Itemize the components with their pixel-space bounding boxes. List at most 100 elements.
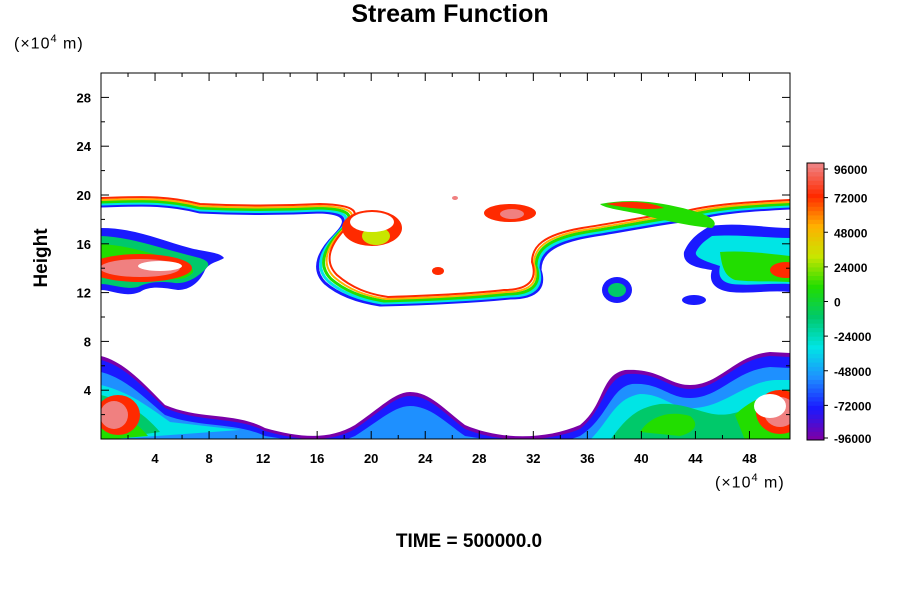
right-top-cluster-red (606, 201, 664, 209)
colorbar-swatch (807, 422, 824, 428)
colorbar-label: 24000 (834, 261, 868, 275)
colorbar-swatch (807, 253, 824, 259)
upper-ribbon-red (101, 196, 790, 299)
colorbar-swatch (807, 336, 824, 341)
colorbar-swatch (807, 279, 824, 285)
colorbar-swatch (807, 301, 824, 307)
y-tick-label: 28 (77, 90, 91, 105)
colorbar-swatch (807, 288, 824, 294)
colorbar-swatch (807, 236, 824, 242)
colorbar-swatch (807, 266, 824, 272)
x-tick-label: 44 (688, 451, 703, 466)
right-top-cluster (600, 201, 715, 228)
upper-ribbon-green (101, 199, 790, 303)
colorbar-swatch (807, 184, 824, 190)
x-axis-unit: (×104 m) (715, 472, 785, 492)
colorbar-swatch (807, 314, 824, 320)
y-axis-unit: (×104 m) (14, 33, 84, 53)
x-tick-label: 4 (151, 451, 159, 466)
x-tick-label: 36 (580, 451, 594, 466)
colorbar-swatch (807, 305, 824, 311)
chart-title: Stream Function (351, 0, 549, 28)
contour-field (101, 196, 790, 439)
x-tick-label: 16 (310, 451, 324, 466)
bottom-left-core-inner (101, 401, 128, 429)
colorbar-swatch (807, 201, 824, 207)
colorbar-swatch (807, 401, 824, 406)
colorbar-swatch (807, 284, 824, 290)
x-axis: 4 8 12 16 20 24 28 32 36 40 44 48 (127, 73, 757, 466)
x-tick-label: 24 (418, 451, 433, 466)
colorbar-swatch (807, 388, 824, 393)
colorbar-swatch (807, 375, 824, 380)
colorbar-swatch (807, 167, 824, 173)
x-tick-label: 32 (526, 451, 540, 466)
colorbar-swatch (807, 340, 824, 346)
upper-ribbon-blue (101, 203, 790, 307)
y-axis: 4 8 12 16 20 24 28 (77, 90, 790, 416)
colorbar-label: -96000 (834, 432, 872, 446)
colorbar-swatch (807, 193, 824, 199)
colorbar-swatch (807, 370, 824, 376)
colorbar-swatch (807, 245, 824, 251)
colorbar-swatch (807, 210, 824, 216)
colorbar-label: -48000 (834, 365, 872, 379)
blob-tiny-26 (452, 196, 458, 200)
y-tick-label: 4 (84, 383, 92, 398)
colorbar-swatch (807, 292, 824, 298)
colorbar-swatch (807, 227, 824, 233)
y-tick-label: 12 (77, 286, 91, 301)
colorbar-swatch (807, 392, 824, 398)
colorbar-swatch (807, 262, 824, 268)
colorbar-swatch (807, 197, 824, 203)
blob-38-inner (608, 283, 626, 297)
bottom-right-core-hole (754, 394, 786, 418)
colorbar-swatch (807, 171, 824, 177)
colorbar-label: -24000 (834, 330, 872, 344)
blob-44 (682, 295, 706, 305)
colorbar-swatch (807, 405, 824, 411)
colorbar-swatch (807, 435, 824, 441)
y-tick-label: 8 (84, 334, 91, 349)
colorbar-swatch (807, 219, 824, 225)
y-tick-label: 24 (77, 139, 92, 154)
blob-20-hole (350, 212, 394, 232)
colorbar-swatch (807, 175, 824, 181)
colorbar-swatch (807, 271, 824, 277)
colorbar-swatch (807, 323, 824, 328)
colorbar-label: 72000 (834, 192, 868, 206)
colorbar-swatch (807, 379, 824, 385)
colorbar-swatch (807, 327, 824, 333)
bottom-band-cyan (101, 380, 790, 439)
colorbar-label: 0 (834, 296, 841, 310)
colorbar-swatch (807, 180, 824, 186)
bottom-band-green (101, 395, 790, 439)
colorbar-swatch (807, 297, 824, 302)
colorbar: 96000 72000 48000 24000 0 -24000 -48000 -72000 -… (806, 162, 872, 446)
colorbar-swatch (807, 249, 824, 255)
colorbar-swatch (807, 240, 824, 246)
colorbar-swatch (807, 188, 824, 194)
colorbar-swatch (807, 409, 824, 415)
plot-frame (100, 72, 791, 440)
x-tick-label: 28 (472, 451, 486, 466)
x-tick-label: 20 (364, 451, 378, 466)
colorbar-swatch (807, 396, 824, 402)
upper-left-core-hole (138, 261, 182, 271)
x-tick-label: 8 (205, 451, 212, 466)
colorbar-swatch (807, 163, 824, 168)
blob-small-25 (432, 267, 444, 275)
colorbar-swatch (807, 275, 824, 281)
upper-right-core (770, 262, 790, 278)
blob-30-inner (500, 209, 524, 219)
colorbar-swatch (807, 383, 824, 389)
colorbar-swatch (807, 344, 824, 350)
colorbar-swatch (807, 331, 824, 337)
colorbar-swatch (807, 362, 824, 367)
colorbar-swatch (807, 349, 824, 354)
colorbar-label: 48000 (834, 226, 868, 240)
colorbar-swatch (807, 232, 824, 238)
x-tick-label: 12 (256, 451, 270, 466)
time-label: TIME = 500000.0 (395, 531, 543, 552)
